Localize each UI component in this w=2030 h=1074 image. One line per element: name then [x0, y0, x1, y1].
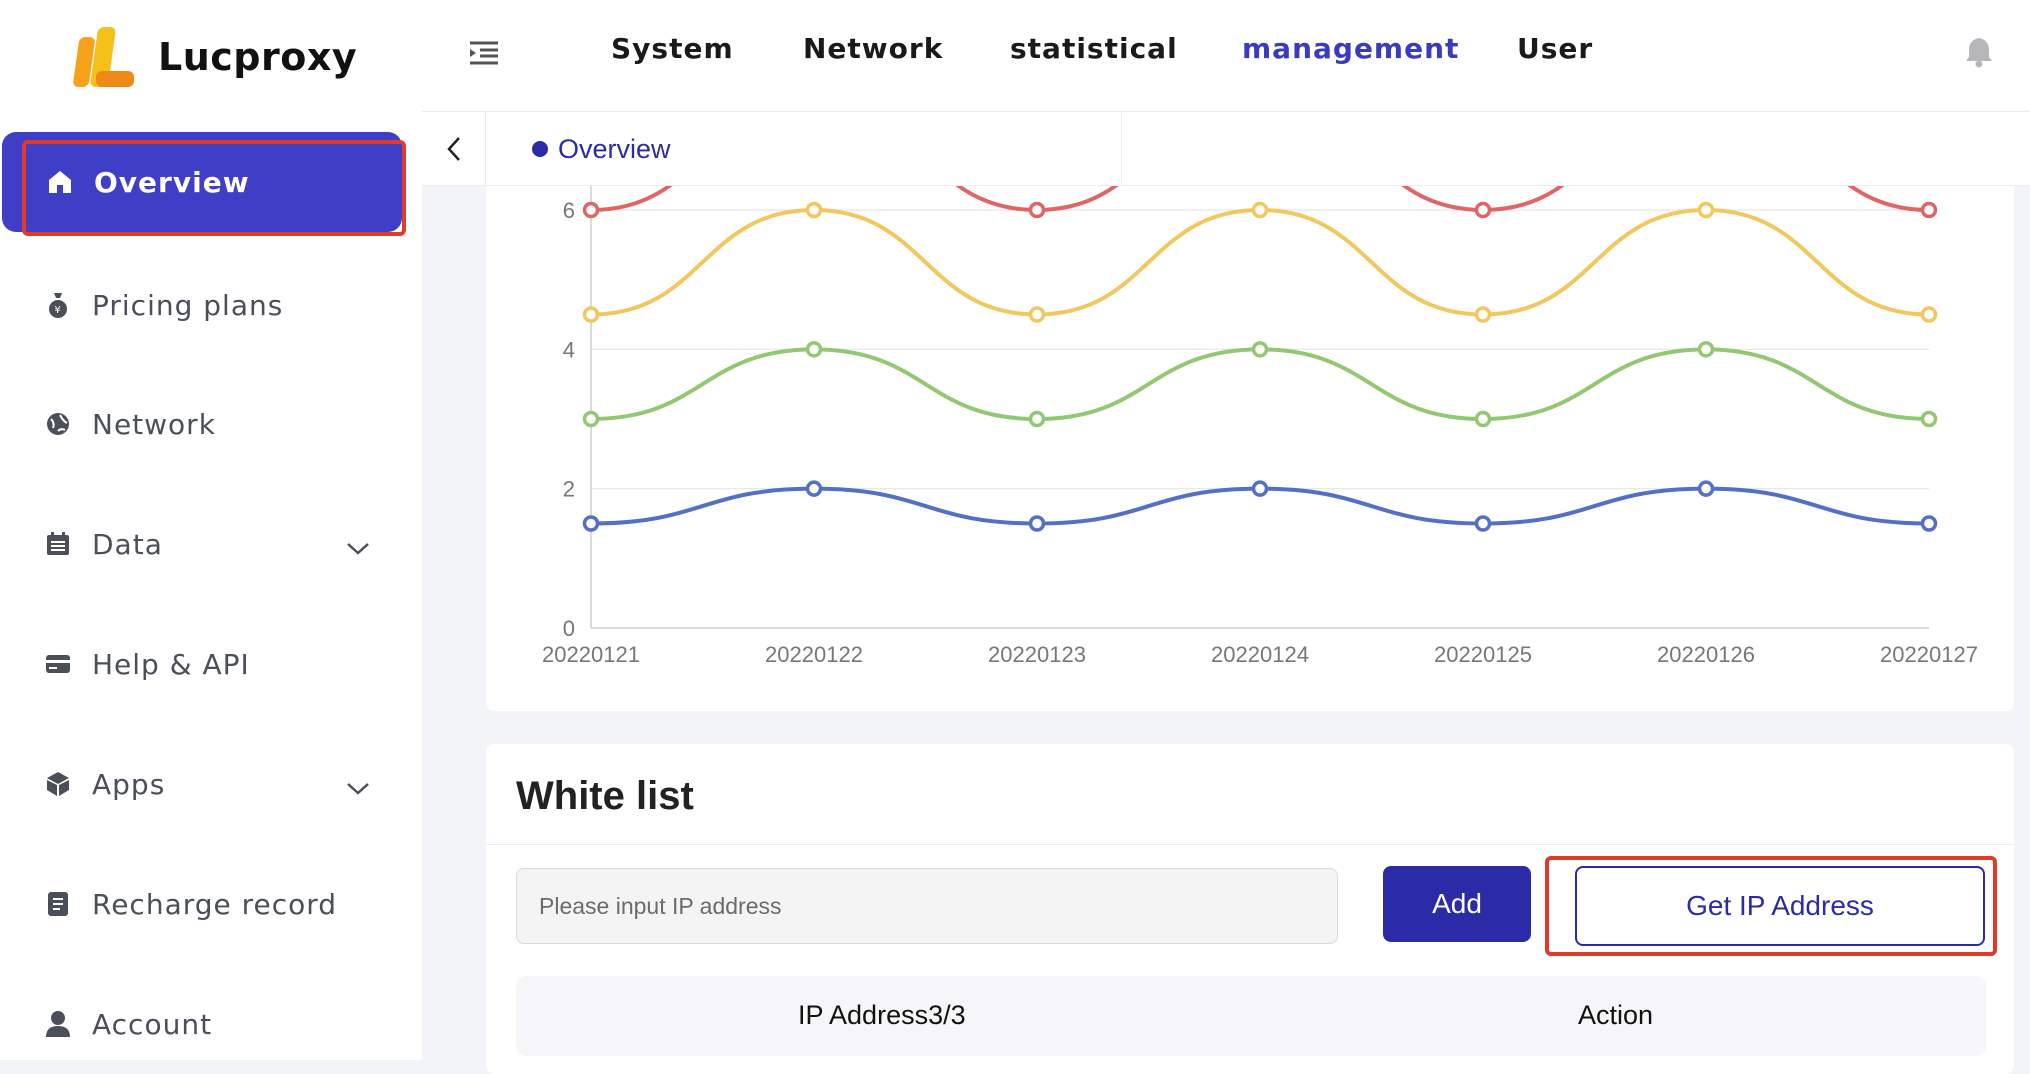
x-tick-label: 20220122 [765, 642, 863, 667]
ip-address-input[interactable] [516, 868, 1338, 944]
chart-card: 0 2 4 6 20220121 20220122 20220123 20220124 2022… [486, 180, 2014, 711]
top-nav-management[interactable]: management [1242, 32, 1460, 65]
sidebar-item-label: Recharge record [92, 887, 338, 921]
sidebar-item-label: Help & API [92, 647, 250, 681]
overview-highlight-box [22, 140, 406, 236]
whitelist-title: White list [516, 774, 694, 818]
tab-bar: Overview [422, 112, 2030, 186]
x-tick-label: 20220125 [1434, 642, 1532, 667]
globe-icon [44, 410, 72, 438]
data-point[interactable] [1474, 201, 1492, 219]
data-point[interactable] [1028, 515, 1046, 532]
data-point[interactable] [1920, 201, 1938, 219]
sidebar-item-label: Apps [92, 767, 166, 801]
data-point[interactable] [1028, 410, 1046, 428]
data-point[interactable] [582, 306, 600, 323]
calendar-icon [44, 530, 72, 558]
data-point[interactable] [1920, 515, 1938, 532]
sidebar-item-network[interactable]: Network [0, 376, 422, 472]
column-header-action: Action [1578, 1000, 1654, 1030]
user-icon [44, 1010, 72, 1038]
tab-overview[interactable]: Overview [486, 112, 1122, 186]
data-point[interactable] [1697, 480, 1715, 497]
brand-logo[interactable]: Lucproxy [72, 26, 358, 88]
y-tick-label: 6 [563, 198, 575, 223]
data-point[interactable] [805, 480, 823, 497]
x-tick-label: 20220124 [1211, 642, 1309, 667]
data-point[interactable] [582, 515, 600, 532]
sidebar-item-label: Network [92, 407, 216, 441]
top-header: System Network statistical management Us… [422, 0, 2030, 112]
x-tick-label: 20220121 [542, 642, 640, 667]
sidebar-item-label: Data [92, 527, 163, 561]
chevron-left-icon [446, 137, 460, 161]
line-chart: 0 2 4 6 20220121 20220122 20220123 20220124 2022… [542, 180, 1978, 667]
y-tick-label: 0 [563, 616, 575, 641]
data-point[interactable] [1474, 410, 1492, 428]
active-dot-icon [532, 141, 548, 157]
money-bag-icon: ¥ [44, 291, 72, 319]
divider [486, 844, 2014, 845]
tab-back-button[interactable] [422, 112, 486, 186]
data-point[interactable] [1028, 306, 1046, 323]
data-point[interactable] [1474, 515, 1492, 532]
sidebar-item-label: Pricing plans [92, 288, 284, 322]
sidebar: Lucproxy Overview ¥ Pricing plans Networ… [0, 0, 422, 1060]
data-point[interactable] [582, 410, 600, 428]
data-point[interactable] [1251, 480, 1269, 497]
brand-name: Lucproxy [158, 35, 358, 79]
menu-collapse-icon[interactable] [468, 40, 500, 66]
data-point[interactable] [1251, 341, 1269, 358]
top-nav-user[interactable]: User [1517, 32, 1594, 65]
sidebar-item-recharge-record[interactable]: Recharge record [0, 856, 422, 952]
data-point[interactable] [1474, 306, 1492, 323]
get-ip-highlight-box [1545, 856, 1997, 956]
chevron-down-icon[interactable] [346, 770, 370, 803]
data-point[interactable] [1697, 201, 1715, 219]
tab-label: Overview [558, 133, 671, 164]
y-tick-label: 2 [563, 477, 575, 502]
sidebar-item-account[interactable]: Account [0, 976, 422, 1072]
sidebar-item-help-api[interactable]: Help & API [0, 616, 422, 712]
card-icon [44, 650, 72, 678]
data-point[interactable] [805, 201, 823, 219]
data-point[interactable] [582, 201, 600, 219]
x-tick-label: 20220126 [1657, 642, 1755, 667]
x-tick-label: 20220127 [1880, 642, 1978, 667]
top-nav-statistical[interactable]: statistical [1010, 32, 1178, 65]
column-header-ip-address: IP Address3/3 [798, 1000, 966, 1030]
series-line [590, 207, 1930, 317]
tab-spacer [1122, 112, 2030, 186]
whitelist-card: White list Add Get IP Address IP Address… [486, 744, 2014, 1074]
sidebar-item-label: Account [92, 1007, 213, 1041]
cube-icon [44, 770, 72, 798]
chevron-down-icon[interactable] [346, 530, 370, 563]
svg-text:¥: ¥ [54, 305, 61, 316]
data-point[interactable] [1251, 201, 1269, 219]
x-tick-label: 20220123 [988, 642, 1086, 667]
home-icon [46, 168, 74, 196]
y-tick-label: 4 [563, 337, 575, 362]
top-nav-system[interactable]: System [611, 32, 734, 65]
data-point[interactable] [1697, 341, 1715, 358]
document-icon [44, 890, 72, 918]
top-nav-network[interactable]: Network [803, 32, 944, 65]
sidebar-item-data[interactable]: Data [0, 496, 422, 592]
data-point[interactable] [805, 341, 823, 358]
whitelist-table-header: IP Address3/3 Action [516, 976, 1986, 1056]
get-ip-address-button[interactable]: Get IP Address [1575, 866, 1985, 946]
series-group [582, 186, 1938, 532]
sidebar-item-apps[interactable]: Apps [0, 736, 422, 832]
data-point[interactable] [1920, 410, 1938, 428]
data-point[interactable] [1920, 306, 1938, 323]
sidebar-item-pricing-plans[interactable]: ¥ Pricing plans [0, 257, 422, 353]
logo-mark-icon [72, 27, 134, 87]
bell-icon[interactable] [1964, 36, 1994, 68]
sidebar-item-overview[interactable]: Overview [2, 132, 402, 232]
series-line [590, 347, 1930, 422]
add-button[interactable]: Add [1383, 866, 1531, 942]
sidebar-item-label: Overview [94, 165, 250, 199]
data-point[interactable] [1028, 201, 1046, 219]
